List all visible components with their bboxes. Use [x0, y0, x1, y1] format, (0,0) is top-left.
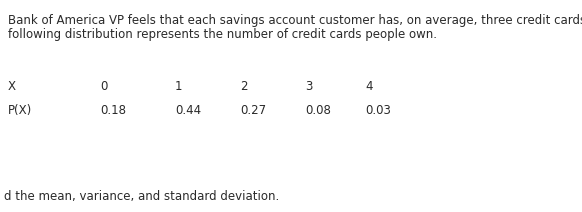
Text: 0: 0 [100, 80, 107, 93]
Text: 0.03: 0.03 [365, 104, 391, 117]
Text: X: X [8, 80, 16, 93]
Text: 3: 3 [305, 80, 313, 93]
Text: 4: 4 [365, 80, 372, 93]
Text: P(X): P(X) [8, 104, 32, 117]
Text: following distribution represents the number of credit cards people own.: following distribution represents the nu… [8, 28, 437, 41]
Text: 2: 2 [240, 80, 247, 93]
Text: 1: 1 [175, 80, 183, 93]
Text: 0.18: 0.18 [100, 104, 126, 117]
Text: d the mean, variance, and standard deviation.: d the mean, variance, and standard devia… [4, 190, 279, 203]
Text: 0.08: 0.08 [305, 104, 331, 117]
Text: 0.44: 0.44 [175, 104, 201, 117]
Text: Bank of America VP feels that each savings account customer has, on average, thr: Bank of America VP feels that each savin… [8, 14, 582, 27]
Text: 0.27: 0.27 [240, 104, 266, 117]
